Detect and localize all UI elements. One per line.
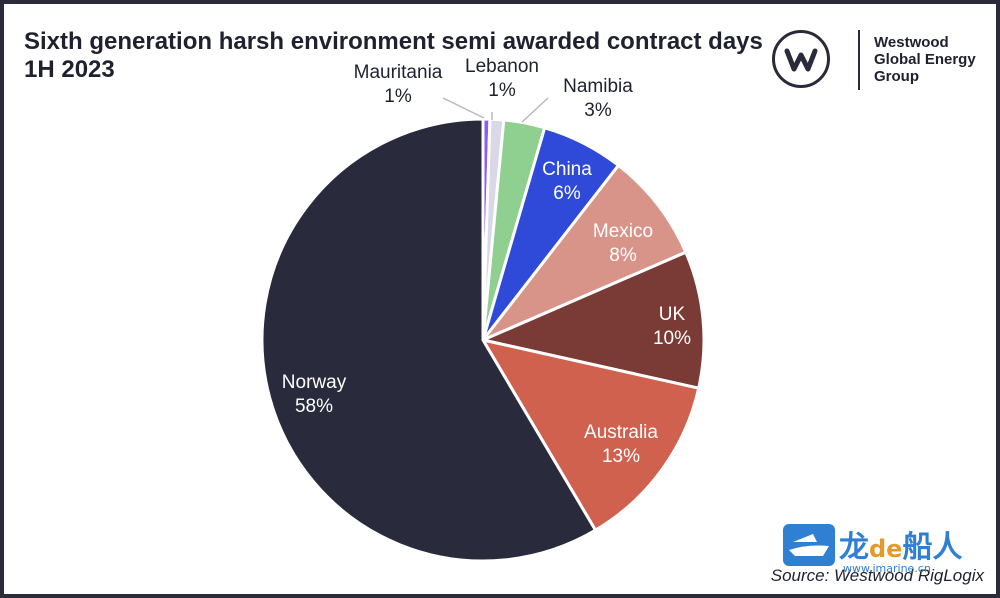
chart-title-line-1: Sixth generation harsh environment semi … (24, 28, 763, 55)
pie-slice-uk (478, 250, 706, 391)
slice-percent-lebanon: 1% (488, 80, 516, 101)
leader-line-mauritania (442, 97, 485, 119)
slice-label-australia: Australia (584, 422, 658, 443)
watermark: 龙de船人 www.imarine.cn (783, 520, 983, 580)
pie-slice-norway (260, 117, 598, 563)
boat-icon (783, 524, 835, 566)
slice-label-norway: Norway (282, 372, 347, 393)
slice-percent-uk: 10% (653, 328, 691, 349)
logo-line-2: Global Energy (874, 51, 976, 68)
logo-line-3: Group (874, 68, 919, 85)
watermark-text-b: 船人 (902, 530, 963, 565)
source-note: Source: Westwood RigLogix (770, 566, 984, 585)
watermark-text-a: 龙 (839, 530, 869, 565)
logo-divider (858, 30, 860, 90)
slice-percent-namibia: 3% (584, 100, 612, 121)
pie-slice-australia (479, 337, 701, 533)
chart-title-line-2: 1H 2023 (24, 56, 115, 83)
chart-title: Sixth generation harsh environment semi … (24, 28, 763, 84)
logo-wordmark: Westwood Global Energy Group (874, 34, 976, 85)
logo-line-1: Westwood (874, 34, 949, 51)
slice-label-mexico: Mexico (593, 221, 653, 242)
leader-line-namibia (521, 97, 549, 123)
slice-percent-mexico: 8% (609, 245, 637, 266)
slice-label-lebanon: Lebanon (465, 56, 539, 77)
westwood-logo: Westwood Global Energy Group (772, 30, 992, 94)
slice-label-namibia: Namibia (563, 76, 633, 97)
slice-percent-china: 6% (553, 183, 581, 204)
slice-percent-australia: 13% (602, 446, 640, 467)
slice-label-china: China (542, 159, 592, 180)
slice-label-uk: UK (659, 304, 686, 325)
watermark-text: 龙de船人 (839, 522, 962, 566)
slice-label-mauritania: Mauritania (354, 62, 443, 83)
watermark-url: www.imarine.cn (843, 562, 931, 575)
pie-slice-mexico (481, 163, 688, 342)
slice-percent-mauritania: 1% (384, 86, 412, 107)
westwood-w-icon (772, 30, 830, 88)
watermark-text-de: de (869, 535, 903, 563)
slice-percent-norway: 58% (295, 396, 333, 417)
